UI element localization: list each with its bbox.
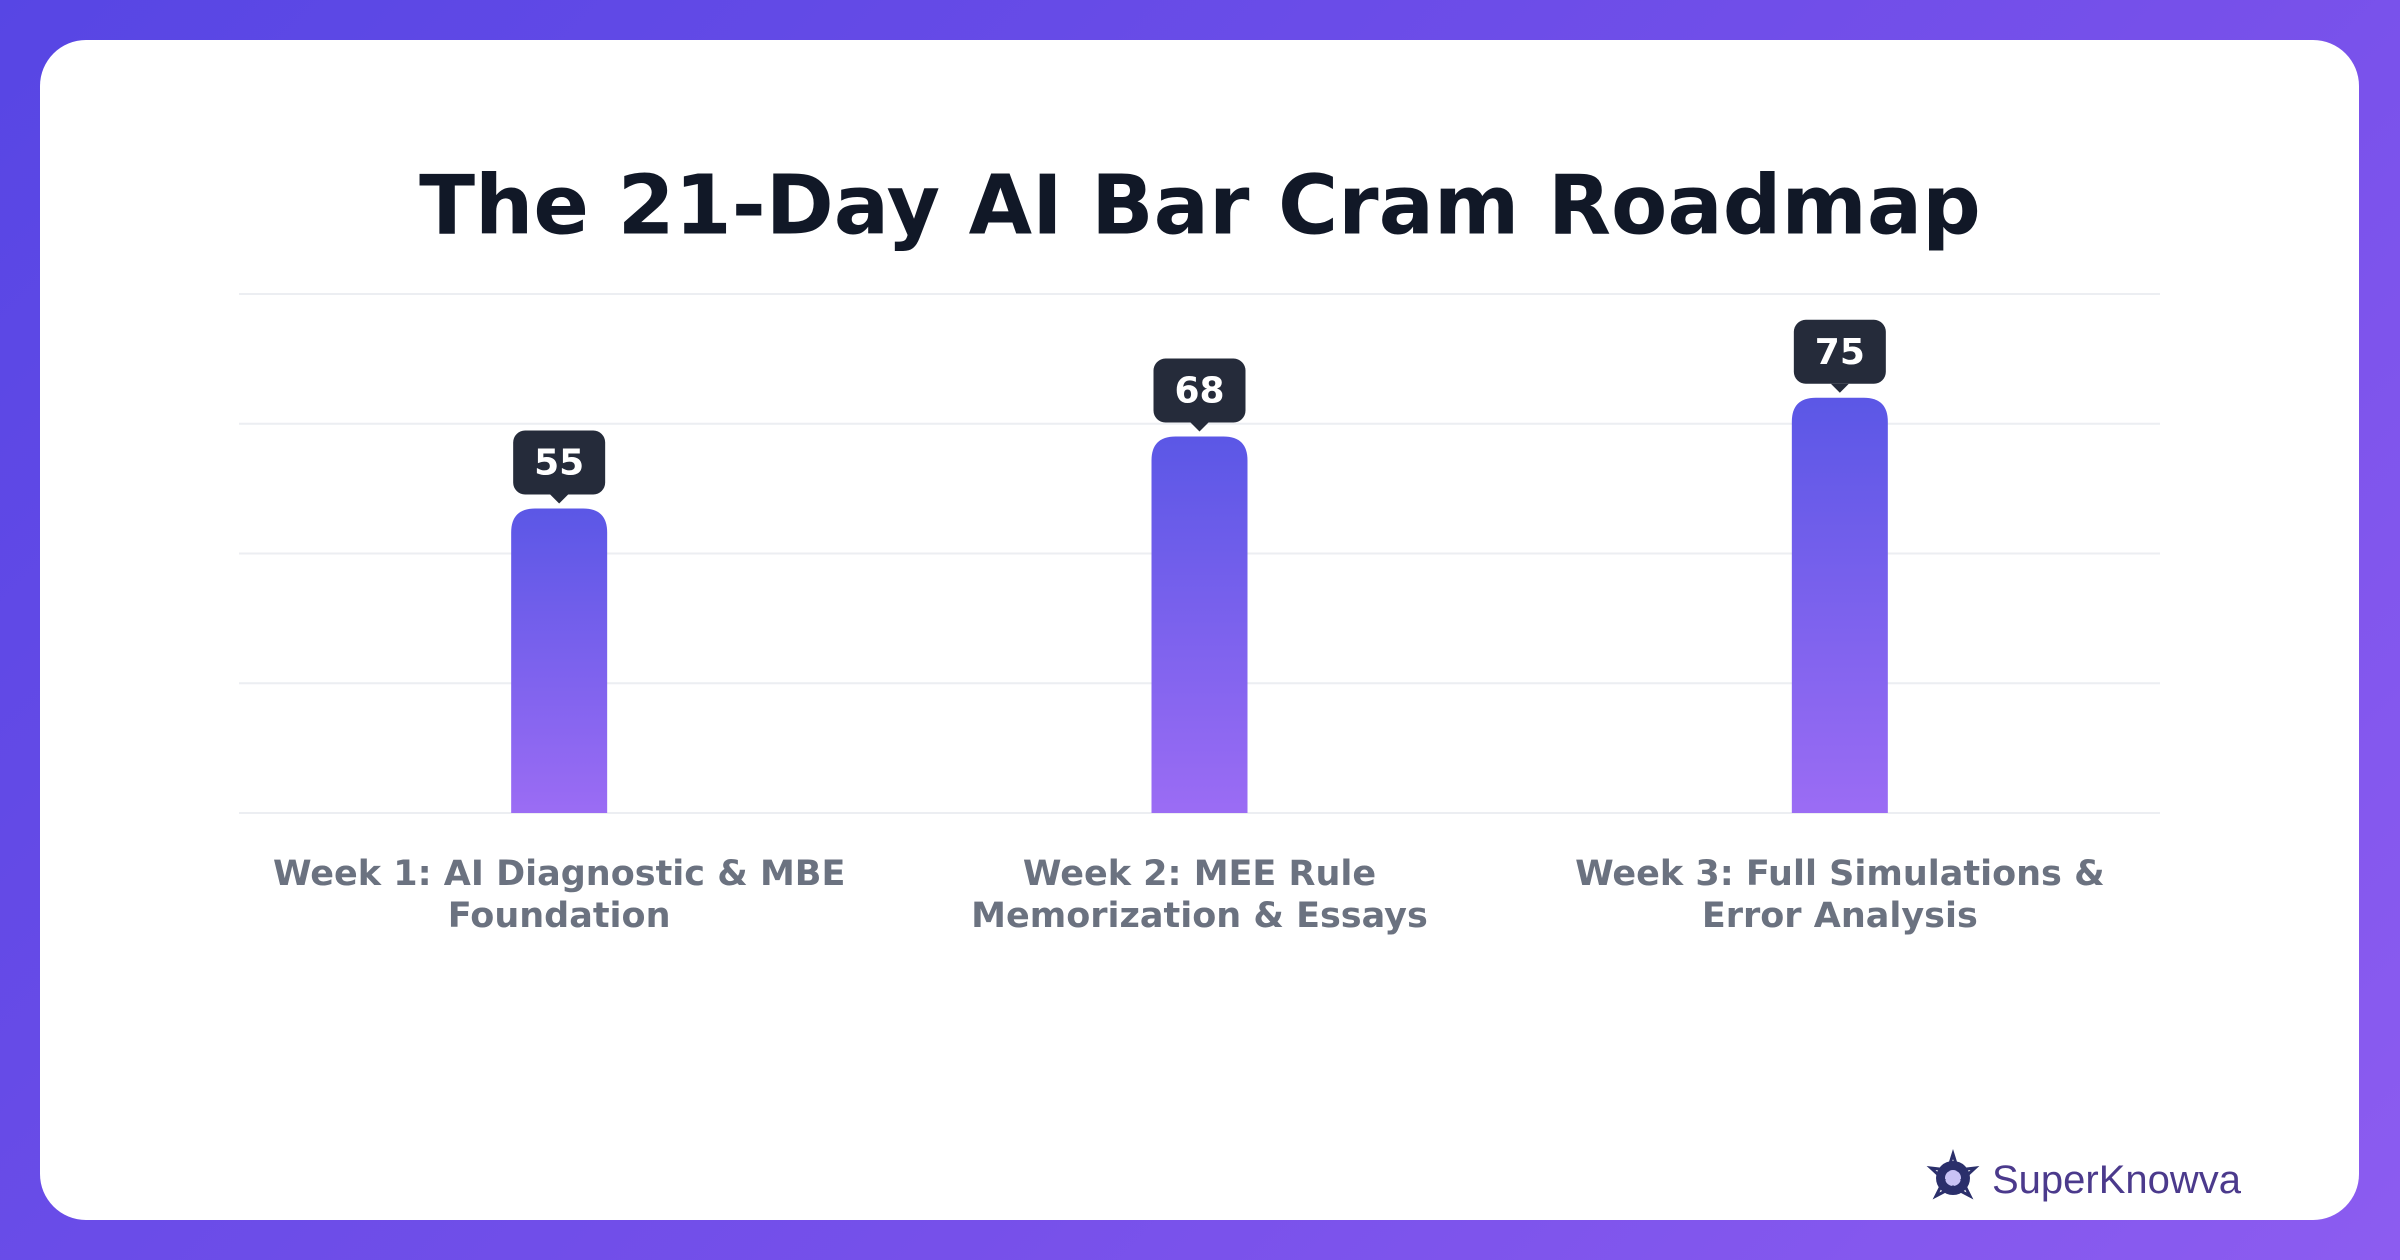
value-label-pointer bbox=[1830, 383, 1849, 393]
x-tick-label: Week 2: MEE Rule Memorization & Essays bbox=[971, 854, 1428, 936]
x-tick-label: Week 3: Full Simulations & Error Analysi… bbox=[1575, 854, 2105, 936]
bar bbox=[1791, 397, 1888, 813]
bar bbox=[1151, 436, 1248, 813]
value-label: 75 bbox=[1815, 332, 1865, 373]
bar bbox=[511, 508, 608, 813]
value-label-pointer bbox=[1190, 422, 1209, 432]
value-label-box bbox=[1793, 319, 1886, 384]
value-label: 68 bbox=[1174, 371, 1224, 412]
value-label-pointer bbox=[550, 494, 569, 504]
brand-icon bbox=[1926, 1148, 1980, 1200]
value-label-box bbox=[1153, 358, 1246, 423]
chart-title: The 21-Day AI Bar Cram Roadmap bbox=[419, 158, 1981, 253]
value-label-box bbox=[513, 430, 606, 495]
x-tick-label: Week 1: AI Diagnostic & MBE Foundation bbox=[272, 854, 846, 936]
brand-name: SuperKnowva bbox=[1992, 1158, 2242, 1202]
value-label: 55 bbox=[534, 443, 584, 484]
